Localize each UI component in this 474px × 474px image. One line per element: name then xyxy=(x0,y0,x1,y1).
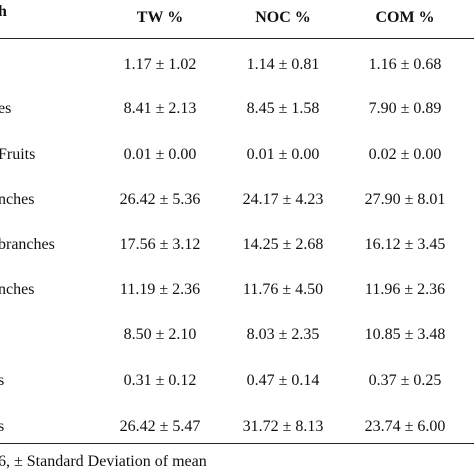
header-cell: h xyxy=(0,3,7,20)
cell: 31.72 ± 8.13 xyxy=(242,418,324,435)
cell: 8.50 ± 2.10 xyxy=(123,326,197,343)
bottom-rule xyxy=(0,443,474,444)
cell: 1.14 ± 0.81 xyxy=(246,56,320,73)
header-cell: COM % xyxy=(375,9,435,26)
cell: 7.90 ± 0.89 xyxy=(368,100,442,117)
cell: 11.96 ± 2.36 xyxy=(364,281,446,298)
row-label: nches xyxy=(0,281,35,298)
cell: 11.19 ± 2.36 xyxy=(119,281,201,298)
cell: 0.47 ± 0.14 xyxy=(246,372,320,389)
cell: 10.85 ± 3.48 xyxy=(364,326,446,343)
cell: 23.74 ± 6.00 xyxy=(364,418,446,435)
row-label: nches xyxy=(0,191,35,208)
row-label: branches xyxy=(0,236,55,253)
header-cell: NOC % xyxy=(255,9,311,26)
cell: 24.17 ± 4.23 xyxy=(242,191,324,208)
row-label: Fruits xyxy=(0,146,36,163)
cell: 1.17 ± 1.02 xyxy=(123,56,197,73)
row-label: s xyxy=(0,418,5,435)
row-label: s xyxy=(0,372,5,389)
cell: 0.31 ± 0.12 xyxy=(123,372,197,389)
footnote: 6, ± Standard Deviation of mean xyxy=(0,453,207,470)
row-label: es xyxy=(0,100,12,117)
cell: 8.03 ± 2.35 xyxy=(246,326,320,343)
cell: 27.90 ± 8.01 xyxy=(364,191,446,208)
cell: 0.02 ± 0.00 xyxy=(368,146,442,163)
header-cell: TW % xyxy=(136,9,184,26)
cell: 0.01 ± 0.00 xyxy=(123,146,197,163)
cell: 14.25 ± 2.68 xyxy=(242,236,324,253)
cell: 1.16 ± 0.68 xyxy=(368,56,442,73)
cell: 8.45 ± 1.58 xyxy=(246,100,320,117)
cell: 16.12 ± 3.45 xyxy=(364,236,446,253)
cell: 11.76 ± 4.50 xyxy=(242,281,324,298)
cell: 17.56 ± 3.12 xyxy=(119,236,201,253)
cell: 0.37 ± 0.25 xyxy=(368,372,442,389)
cell: 0.01 ± 0.00 xyxy=(246,146,320,163)
header-rule xyxy=(0,38,474,39)
cell: 8.41 ± 2.13 xyxy=(123,100,197,117)
cell: 26.42 ± 5.47 xyxy=(119,418,201,435)
cell: 26.42 ± 5.36 xyxy=(119,191,201,208)
